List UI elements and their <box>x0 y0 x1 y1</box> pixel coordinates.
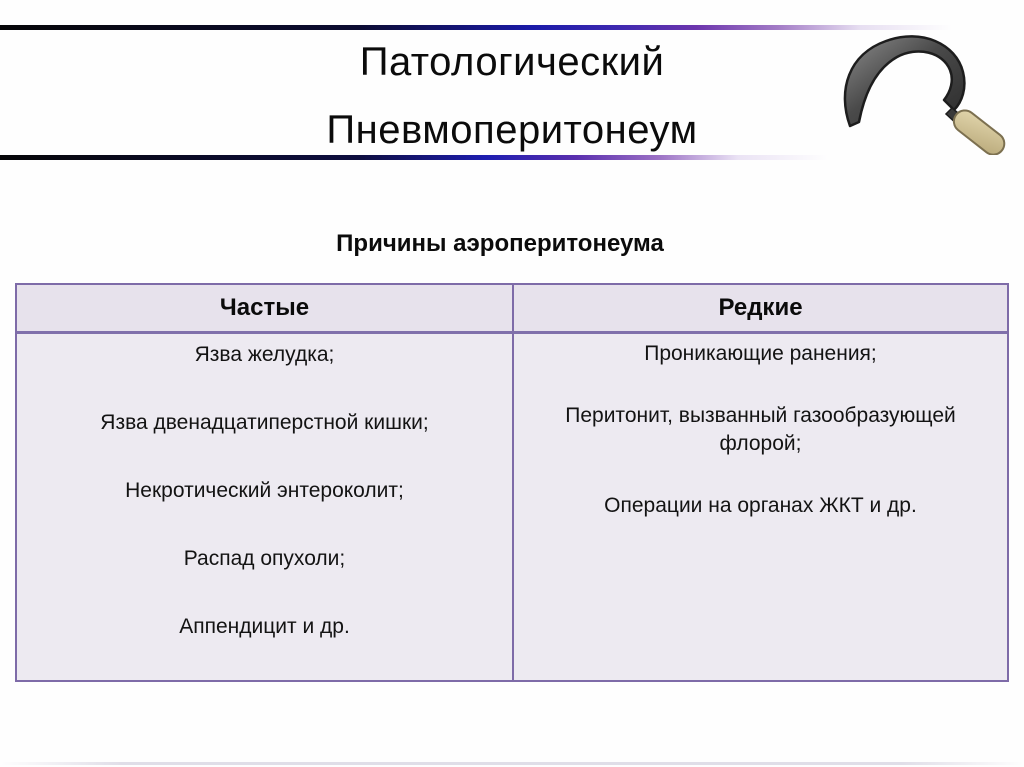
list-item: Аппендицит и др. <box>179 615 350 638</box>
list-item: Язва двенадцатиперстной кишки; <box>100 411 429 434</box>
cell-rare-causes: Проникающие ранения; Перитонит, вызванны… <box>512 334 1007 680</box>
list-item: Проникающие ранения; <box>644 342 877 365</box>
list-item: Распад опухоли; <box>183 547 346 570</box>
list-item: Перитонит, вызванный газообразующей флор… <box>565 404 956 455</box>
under-title-gradient-rule <box>0 155 900 160</box>
slide-title-line1: Патологический <box>359 40 665 84</box>
causes-table: Частые Редкие Язва желудка; Язва двенадц… <box>15 283 1009 682</box>
column-header-frequent: Частые <box>219 294 310 321</box>
cell-frequent-causes: Язва желудка; Язва двенадцатиперстной ки… <box>17 334 512 680</box>
table-body-row: Язва желудка; Язва двенадцатиперстной ки… <box>17 334 1007 680</box>
sickle-icon <box>840 30 1015 156</box>
slide-title: Патологический Пневмоперитонеум <box>0 28 1024 164</box>
list-item: Язва желудка; <box>194 343 335 366</box>
slide-title-line2: Пневмоперитонеум <box>326 108 698 152</box>
top-gradient-rule <box>0 25 1024 30</box>
column-header-rare: Редкие <box>512 285 1007 331</box>
list-item: Некротический энтероколит; <box>125 479 404 502</box>
slide-subtitle: Причины аэроперитонеума <box>336 230 664 257</box>
bottom-gradient-rule <box>0 762 1024 765</box>
list-item: Операции на органах ЖКТ и др. <box>604 494 917 517</box>
table-header-row: Частые Редкие <box>17 285 1007 334</box>
